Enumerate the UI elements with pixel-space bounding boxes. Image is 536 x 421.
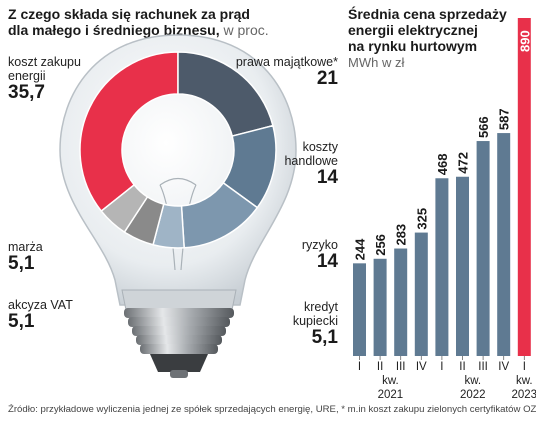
bar-value-2: 283 <box>394 224 409 246</box>
label-marza: marża 5,1 <box>8 240 78 274</box>
label-koszt-zakupu: koszt zakupu energii 35,7 <box>8 55 118 103</box>
slice-value-2: 14 <box>316 167 338 188</box>
tick-label-2: III <box>396 361 406 373</box>
donut-slice-6 <box>100 183 149 234</box>
bar-value-0: 244 <box>353 238 368 260</box>
tick-label-1: II <box>377 361 383 373</box>
left-title-line1: Z czego składa się rachunek za prąd <box>8 6 250 22</box>
slice-label-6: marża <box>8 240 43 254</box>
tick-label-5: II <box>459 361 465 373</box>
slice-value-6: 5,1 <box>8 253 35 274</box>
tick-label-3: IV <box>416 361 427 373</box>
left-title-line2: dla małego i średniego biznesu, <box>8 22 220 38</box>
group-year-1: 2022 <box>460 389 486 400</box>
bar-1 <box>373 258 387 356</box>
group-kw-1: kw. <box>464 375 481 387</box>
bar-3 <box>414 232 428 356</box>
slice-label-5: akcyza VAT <box>8 298 73 312</box>
bar-value-1: 256 <box>373 234 388 256</box>
group-kw-2: kw. <box>516 375 533 387</box>
slice-value-5: 5,1 <box>8 311 35 332</box>
bar-0 <box>353 263 366 356</box>
group-year-2: 2023 <box>512 389 536 400</box>
donut-slice-0 <box>79 51 179 213</box>
slice-label-0: koszt zakupu energii <box>8 55 81 83</box>
left-unit: w proc. <box>223 22 269 38</box>
source-note: Źródło: przykładowe wyliczenia jednej ze… <box>8 404 536 415</box>
label-prawa: prawa majątkowe* 21 <box>228 55 338 89</box>
group-kw-0: kw. <box>382 375 399 387</box>
tick-label-7: IV <box>498 361 509 373</box>
tick-label-4: I <box>440 361 443 373</box>
slice-label-3: ryzyko <box>301 238 338 252</box>
slice-value-1: 21 <box>316 68 338 89</box>
bar-5 <box>456 176 469 356</box>
bar-value-7: 587 <box>497 108 512 130</box>
right-title-line2: energii elektrycznej <box>348 22 478 38</box>
tick-label-0: I <box>358 361 361 373</box>
bar-value-5: 472 <box>456 152 471 174</box>
bar-chart: 244 I 256 II 283 III 325 IV 468 I 472 II 566 III 587 IV… <box>353 18 536 400</box>
bar-8 <box>517 18 531 356</box>
bar-value-4: 468 <box>435 154 450 176</box>
bar-6 <box>476 141 490 356</box>
donut-chart <box>79 51 277 249</box>
label-akcyza: akcyza VAT 5,1 <box>8 298 78 332</box>
right-title-line1: Średnia cena sprzedaży <box>348 6 507 22</box>
bar-value-3: 325 <box>414 208 429 230</box>
bar-2 <box>394 248 408 356</box>
bar-7 <box>497 133 511 356</box>
label-koszty-handlowe: koszty handlowe 14 <box>248 140 338 188</box>
slice-label-1: prawa majątkowe* <box>235 55 338 69</box>
bar-4 <box>435 178 449 356</box>
slice-value-4: 5,1 <box>311 327 338 348</box>
bar-value-6: 566 <box>476 116 491 138</box>
slice-label-2: koszty handlowe <box>284 140 338 168</box>
slice-value-3: 14 <box>316 251 338 272</box>
bulb-base <box>124 308 234 378</box>
bar-value-8: 890 <box>517 30 532 52</box>
right-chart-title: Średnia cena sprzedaży energii elektrycz… <box>348 6 507 54</box>
left-chart-title: Z czego składa się rachunek za prąd dla … <box>8 6 269 38</box>
label-ryzyko: ryzyko 14 <box>268 238 338 272</box>
slice-value-0: 35,7 <box>8 82 45 103</box>
right-unit: MWh w zł <box>348 55 405 70</box>
label-kredyt: kredyt kupiecki 5,1 <box>258 300 338 348</box>
tick-label-6: III <box>478 361 488 373</box>
right-title-line3: na rynku hurtowym <box>348 38 478 54</box>
group-year-0: 2021 <box>378 389 404 400</box>
tick-label-8: I <box>523 361 526 373</box>
slice-label-4: kredyt kupiecki <box>292 300 338 328</box>
